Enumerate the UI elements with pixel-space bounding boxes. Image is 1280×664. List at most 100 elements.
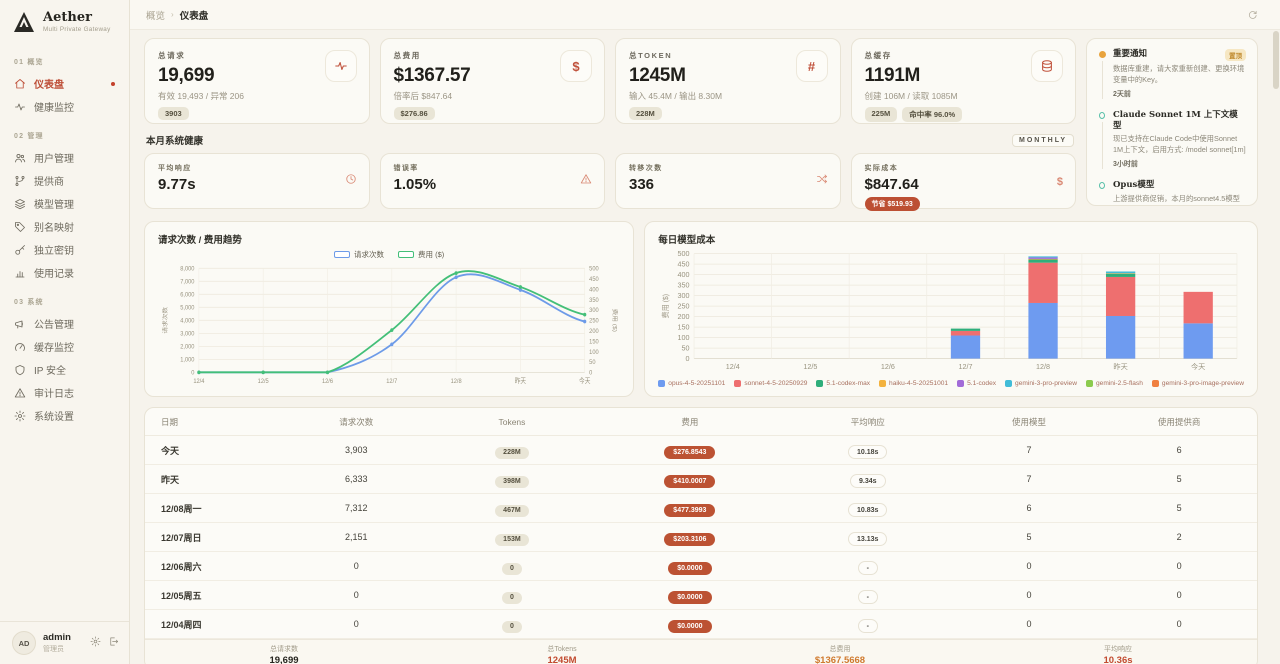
legend-item[interactable]: 请求次数 xyxy=(334,249,384,260)
sidebar-item-standalone-keys[interactable]: 独立密钥 xyxy=(12,238,119,261)
cell-models: 0 xyxy=(1026,619,1032,629)
stat-card-total-cache: 总缓存 1191M 创建 106M / 读取 1085M 225M 命中率 96… xyxy=(850,38,1076,124)
sidebar-item-model-management[interactable]: 模型管理 xyxy=(12,192,119,215)
logout-icon[interactable] xyxy=(108,634,119,652)
cell-cost: $0.0000 xyxy=(601,615,779,633)
svg-text:300: 300 xyxy=(589,307,599,315)
refresh-icon[interactable] xyxy=(1247,9,1258,20)
table-row: 12/08周一 7,312 467M $477.3993 10.83s 6 5 xyxy=(145,494,1257,523)
layers-icon xyxy=(14,198,26,210)
sidebar-item-user-management[interactable]: 用户管理 xyxy=(12,146,119,169)
sidebar-item-alias-mapping[interactable]: 别名映射 xyxy=(12,215,119,238)
svg-text:12/6: 12/6 xyxy=(322,378,334,386)
brand-name: Aether xyxy=(43,9,92,25)
scrollbar[interactable] xyxy=(1273,31,1279,662)
cell-providers: 5 xyxy=(1176,474,1182,484)
cell-tokens: 467M xyxy=(423,499,601,517)
summary-label: 总Tokens xyxy=(547,645,577,653)
health-section-title: 本月系统健康 xyxy=(146,136,204,147)
dashboard-icon xyxy=(14,78,26,90)
stat-sub: 倍率后 $847.64 xyxy=(393,91,453,101)
svg-text:12/4: 12/4 xyxy=(726,363,740,371)
health-value: 1.05% xyxy=(393,176,437,193)
cell-date: 12/08周一 xyxy=(161,503,202,514)
sidebar-item-label: 独立密钥 xyxy=(34,246,74,257)
sidebar-item-system-settings[interactable]: 系统设置 xyxy=(12,404,119,427)
health-card-avg-response: 平均响应 9.77s xyxy=(144,153,370,209)
legend-item[interactable]: haiku-4-5-20251001 xyxy=(879,380,948,387)
notification-text: 数据库重建，请大家重新创建、更换环境变量中的Key。 xyxy=(1113,64,1245,84)
notification-text: 上游提供商促销，本月的sonnet4.5模型请求，将自动尽量转为ops4.5模型… xyxy=(1113,193,1244,205)
summary-label: 总费用 xyxy=(829,645,851,653)
cell-avg-response: - xyxy=(779,557,957,576)
svg-text:7,000: 7,000 xyxy=(180,278,195,286)
sidebar-item-audit-logs[interactable]: 审计日志 xyxy=(12,381,119,404)
dollar-icon: $ xyxy=(1056,176,1063,188)
sidebar-item-label: 审计日志 xyxy=(34,389,74,400)
hash-icon: # xyxy=(795,50,828,82)
svg-text:500: 500 xyxy=(589,265,599,273)
stats-row: 总请求 19,699 有效 19,493 / 异常 206 3903 总费用 $… xyxy=(144,38,1076,124)
svg-text:5,000: 5,000 xyxy=(180,304,195,312)
table-row: 12/07周日 2,151 153M $203.3106 13.13s 5 2 xyxy=(145,523,1257,552)
svg-text:费用 ($): 费用 ($) xyxy=(661,294,670,318)
stat-badge: 228M xyxy=(629,107,662,120)
notification-title: Opus模型 xyxy=(1113,180,1155,190)
nav-section-label: 03 系统 xyxy=(14,299,44,306)
cell-cost: $477.3993 xyxy=(601,499,779,517)
svg-text:0: 0 xyxy=(686,355,690,363)
legend-item[interactable]: sonnet-4-5-20250929 xyxy=(734,380,807,387)
sidebar-item-announcements[interactable]: 公告管理 xyxy=(12,312,119,335)
sidebar-item-label: 使用记录 xyxy=(34,269,74,280)
breadcrumb: 概览 › 仪表盘 xyxy=(146,8,208,22)
notification-opus-model: Opus模型上游提供商促销，本月的sonnet4.5模型请求，将自动尽量转为op… xyxy=(1098,180,1246,205)
database-icon xyxy=(1031,50,1063,82)
cell-date: 今天 xyxy=(161,445,180,456)
legend-item[interactable]: 5.1-codex-max xyxy=(816,380,870,387)
monthly-badge: MONTHLY xyxy=(1012,133,1074,147)
svg-text:12/4: 12/4 xyxy=(193,378,205,386)
cell-models: 6 xyxy=(1026,503,1032,513)
cell-providers: 2 xyxy=(1176,532,1182,542)
cell-date: 12/06周六 xyxy=(161,561,202,572)
table-header-cell: 日期 xyxy=(161,416,179,427)
sidebar-item-dashboard[interactable]: 仪表盘 xyxy=(12,72,119,95)
stat-label: 总TOKEN xyxy=(629,51,673,60)
cell-providers: 5 xyxy=(1176,503,1182,513)
settings-gear-icon[interactable] xyxy=(90,634,101,652)
legend-swatch xyxy=(334,250,351,258)
scrollbar-thumb[interactable] xyxy=(1273,31,1279,89)
topbar: 概览 › 仪表盘 xyxy=(130,0,1280,30)
brand-tagline: Multi Private Gateway xyxy=(43,26,111,34)
legend-item[interactable]: gemini-3-pro-image-preview xyxy=(1151,380,1244,387)
legend-label: gemini-2.5-flash xyxy=(1095,380,1143,387)
active-dot xyxy=(111,81,115,86)
line-chart-legend: 请求次数 费用 ($) xyxy=(158,247,620,261)
sidebar-item-health-monitor[interactable]: 健康监控 xyxy=(12,95,119,118)
legend-item[interactable]: opus-4-5-20251101 xyxy=(658,380,725,387)
legend-item[interactable]: 5.1-codex xyxy=(957,380,996,387)
sidebar-item-label: 仪表盘 xyxy=(34,80,64,91)
sidebar-item-usage-records[interactable]: 使用记录 xyxy=(12,261,119,284)
sidebar-item-label: 缓存监控 xyxy=(34,343,74,354)
breadcrumb-parent[interactable]: 概览 xyxy=(146,10,166,22)
sidebar-item-ip-security[interactable]: IP 安全 xyxy=(12,358,119,381)
sidebar-item-providers[interactable]: 提供商 xyxy=(12,169,119,192)
svg-text:12/5: 12/5 xyxy=(258,378,270,386)
svg-text:6,000: 6,000 xyxy=(180,291,195,299)
sidebar-item-label: 健康监控 xyxy=(34,103,74,114)
summary-label: 平均响应 xyxy=(1104,645,1132,653)
svg-text:1,000: 1,000 xyxy=(180,356,195,364)
legend-item[interactable]: gemini-3-pro-preview xyxy=(1005,380,1077,387)
legend-item[interactable]: 费用 ($) xyxy=(398,249,444,260)
legend-label: haiku-4-5-20251001 xyxy=(889,380,949,387)
legend-item[interactable]: gemini-2.5-flash xyxy=(1085,380,1143,387)
sidebar-item-cache-monitor[interactable]: 缓存监控 xyxy=(12,335,119,358)
legend-label: 费用 ($) xyxy=(418,249,445,259)
line-chart-plot: 0 1,000 2,000 3,000 4,000 5,000 6,000 7,000 8,00… xyxy=(161,265,618,386)
chart-title: 请求次数 / 费用趋势 xyxy=(158,235,242,246)
cell-models: 5 xyxy=(1026,532,1032,542)
cell-tokens: 0 xyxy=(423,615,601,633)
health-value: 9.77s xyxy=(158,176,196,193)
